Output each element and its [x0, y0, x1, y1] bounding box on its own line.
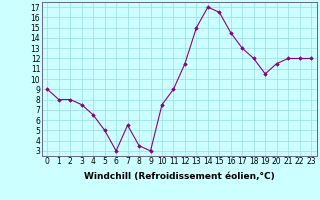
- X-axis label: Windchill (Refroidissement éolien,°C): Windchill (Refroidissement éolien,°C): [84, 172, 275, 181]
